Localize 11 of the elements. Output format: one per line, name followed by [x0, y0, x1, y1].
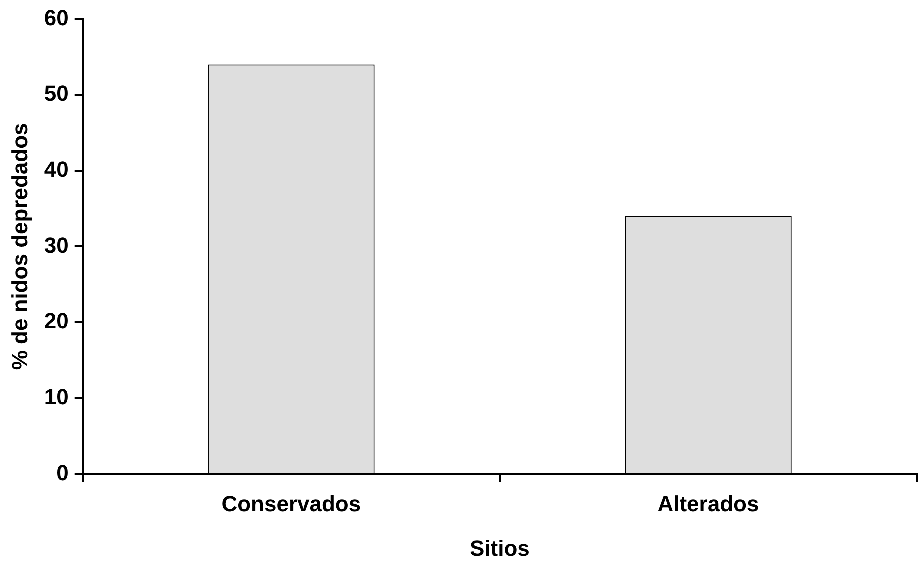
y-tick-label: 30 [44, 232, 69, 258]
y-tick-label: 10 [44, 384, 69, 410]
x-axis-title: Sitios [470, 536, 530, 561]
y-tick-label: 60 [44, 5, 69, 30]
y-tick-label: 0 [56, 460, 69, 486]
x-tick-label: Alterados [658, 491, 760, 516]
y-tick-label: 40 [44, 156, 69, 182]
y-tick-label: 50 [44, 81, 69, 106]
y-tick-label: 20 [44, 308, 69, 334]
x-tick-label: Conservados [222, 491, 362, 516]
y-axis-title: % de nidos depredados [7, 123, 32, 370]
